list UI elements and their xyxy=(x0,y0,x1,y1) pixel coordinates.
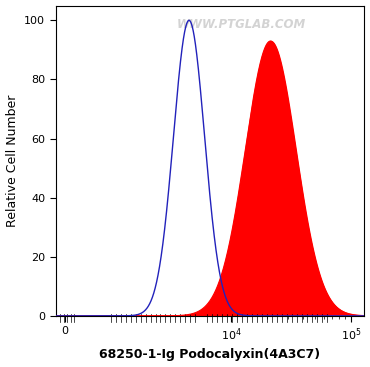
X-axis label: 68250-1-Ig Podocalyxin(4A3C7): 68250-1-Ig Podocalyxin(4A3C7) xyxy=(100,348,320,361)
Text: WWW.PTGLAB.COM: WWW.PTGLAB.COM xyxy=(176,18,306,31)
Y-axis label: Relative Cell Number: Relative Cell Number xyxy=(6,95,18,227)
